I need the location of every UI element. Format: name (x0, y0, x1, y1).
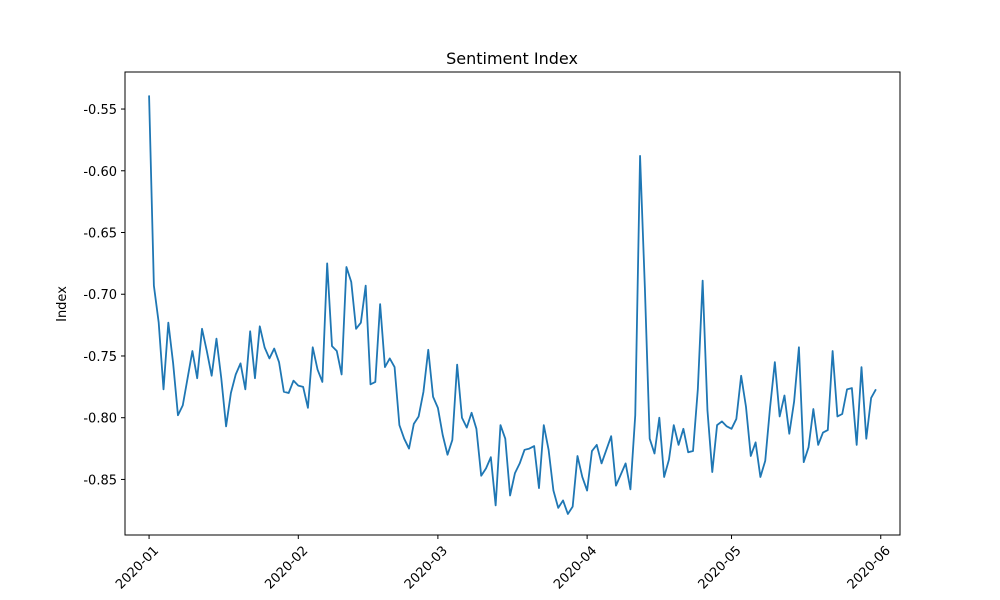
x-tick-label: 2020-04 (551, 543, 600, 592)
y-tick-label: -0.65 (83, 227, 117, 242)
series-line (148, 95, 877, 515)
plot-area: -0.55 -0.60 -0.65 -0.70 -0.75 -0.80 -0.85 2020-… (83, 95, 894, 592)
y-tick-label: -0.85 (83, 473, 117, 488)
x-tick-label: 2020-05 (696, 543, 745, 592)
x-tick-label: 2020-06 (845, 543, 894, 592)
y-tick-label: -0.55 (83, 103, 117, 118)
x-tick-label: 2020-02 (262, 543, 311, 592)
x-tick-label: 2020-03 (402, 543, 451, 592)
x-tick-label: 2020-01 (113, 543, 162, 592)
y-tick-label: -0.80 (83, 412, 117, 427)
y-axis-label: Index (55, 286, 70, 322)
chart-title: Sentiment Index (446, 49, 578, 68)
axes-frame (124, 71, 901, 536)
y-tick-label: -0.60 (83, 165, 117, 180)
y-tick-label: -0.70 (83, 288, 117, 303)
y-tick-label: -0.75 (83, 350, 117, 365)
